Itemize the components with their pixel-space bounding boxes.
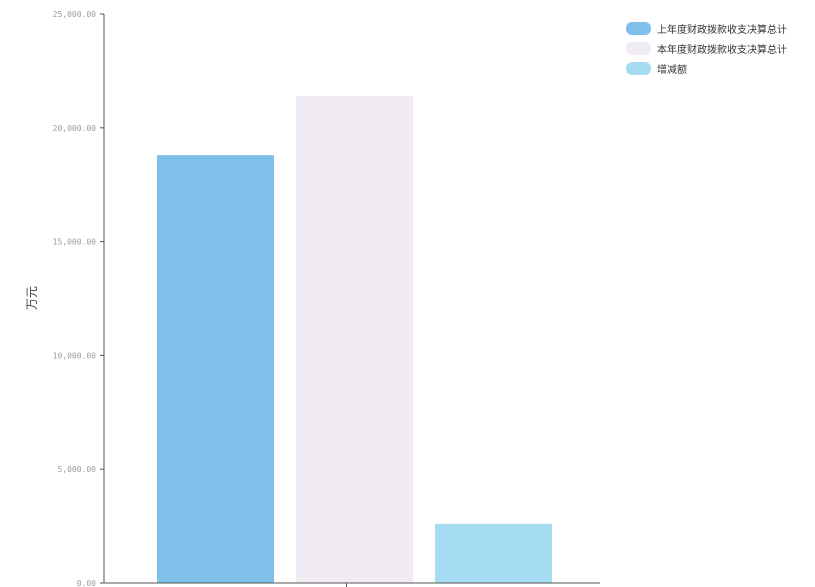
y-tick-label: 25,000.00 [53,10,97,19]
legend: 上年度财政拨款收支决算总计 本年度财政拨款收支决算总计 增减额 [626,18,787,78]
legend-label: 上年度财政拨款收支决算总计 [657,24,787,36]
legend-label: 本年度财政拨款收支决算总计 [657,44,787,56]
y-tick-label: 10,000.00 [53,351,97,360]
y-tick-label: 20,000.00 [53,124,97,133]
bar[interactable] [296,95,413,583]
bar[interactable] [435,523,552,583]
legend-label: 增减额 [657,64,687,76]
y-axis-label: 万元 [25,286,39,310]
y-tick-label: 15,000.00 [53,238,97,247]
legend-item[interactable]: 增减额 [626,58,787,78]
legend-swatch [626,41,651,55]
y-axis-ticks: 0.00 5,000.00 10,000.00 15,000.00 20,000.00 2… [53,10,104,587]
y-tick-label: 5,000.00 [57,465,96,474]
legend-item[interactable]: 本年度财政拨款收支决算总计 [626,38,787,58]
legend-swatch [626,21,651,35]
legend-swatch [626,61,651,75]
legend-item[interactable]: 上年度财政拨款收支决算总计 [626,18,787,38]
y-tick-label: 0.00 [77,579,96,587]
bars [157,95,552,587]
bar[interactable] [157,155,274,583]
